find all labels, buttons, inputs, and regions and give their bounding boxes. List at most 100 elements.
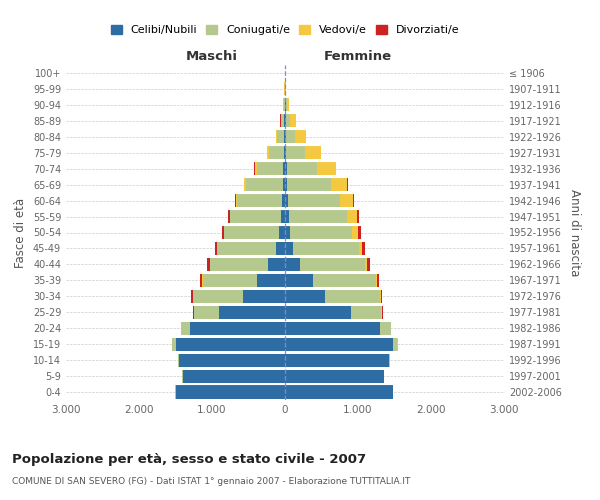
Bar [222,226,224,239]
Bar [237,194,282,207]
Bar [285,290,325,303]
Bar [285,258,299,271]
Bar [285,146,286,160]
Bar [284,130,285,143]
Text: Maschi: Maschi [186,50,238,62]
Bar [283,162,285,175]
Bar [285,178,287,191]
Bar [359,242,362,255]
Bar [220,306,285,319]
Bar [268,258,285,271]
Bar [244,178,247,191]
Bar [282,194,285,207]
Bar [376,274,377,287]
Bar [236,194,237,207]
Bar [285,306,350,319]
Bar [285,242,293,255]
Bar [290,114,296,128]
Bar [269,146,284,160]
Bar [285,354,389,366]
Bar [178,354,179,366]
Bar [207,258,209,271]
Bar [286,114,290,128]
Bar [228,210,230,223]
Bar [257,274,285,287]
Text: Popolazione per età, sesso e stato civile - 2007: Popolazione per età, sesso e stato civil… [12,452,366,466]
Legend: Celibi/Nubili, Coniugati/e, Vedovi/e, Divorziati/e: Celibi/Nubili, Coniugati/e, Vedovi/e, Di… [106,20,464,40]
Bar [380,290,382,303]
Bar [350,306,382,319]
Bar [331,178,347,191]
Bar [235,194,236,207]
Bar [190,322,285,335]
Y-axis label: Anni di nascita: Anni di nascita [568,189,581,276]
Bar [365,258,367,271]
Bar [286,146,305,160]
Bar [380,322,391,335]
Bar [242,290,285,303]
Bar [285,338,393,350]
Bar [194,306,220,319]
Bar [285,130,286,143]
Bar [176,338,285,350]
Bar [356,210,359,223]
Bar [347,210,356,223]
Bar [286,98,287,112]
Bar [176,386,285,398]
Bar [283,178,285,191]
Bar [284,146,285,160]
Bar [191,290,193,303]
Bar [285,194,287,207]
Bar [275,242,285,255]
Bar [277,130,284,143]
Bar [285,322,380,335]
Bar [193,306,194,319]
Bar [285,274,313,287]
Bar [358,226,361,239]
Bar [325,290,380,303]
Bar [247,178,283,191]
Bar [179,354,285,366]
Bar [299,258,365,271]
Bar [200,274,202,287]
Bar [287,194,340,207]
Bar [193,290,242,303]
Bar [181,322,190,335]
Bar [353,194,355,207]
Bar [230,210,281,223]
Bar [287,98,289,112]
Bar [285,386,393,398]
Bar [255,162,257,175]
Bar [382,306,383,319]
Bar [340,194,353,207]
Text: COMUNE DI SAN SEVERO (FG) - Dati ISTAT 1° gennaio 2007 - Elaborazione TUTTITALIA: COMUNE DI SAN SEVERO (FG) - Dati ISTAT 1… [12,478,410,486]
Bar [224,226,279,239]
Bar [352,226,358,239]
Bar [172,338,176,350]
Bar [305,146,320,160]
Bar [281,114,284,128]
Bar [290,226,352,239]
Bar [362,242,365,255]
Bar [313,274,376,287]
Bar [393,338,397,350]
Bar [203,274,257,287]
Bar [286,130,295,143]
Bar [287,162,317,175]
Bar [289,210,347,223]
Bar [279,226,285,239]
Bar [285,226,290,239]
Text: Femmine: Femmine [324,50,392,62]
Bar [285,162,287,175]
Bar [257,162,283,175]
Y-axis label: Fasce di età: Fasce di età [14,198,27,268]
Bar [217,242,275,255]
Bar [284,114,285,128]
Bar [285,210,289,223]
Bar [276,130,277,143]
Bar [267,146,269,160]
Bar [210,258,268,271]
Bar [287,178,331,191]
Bar [317,162,336,175]
Bar [281,210,285,223]
